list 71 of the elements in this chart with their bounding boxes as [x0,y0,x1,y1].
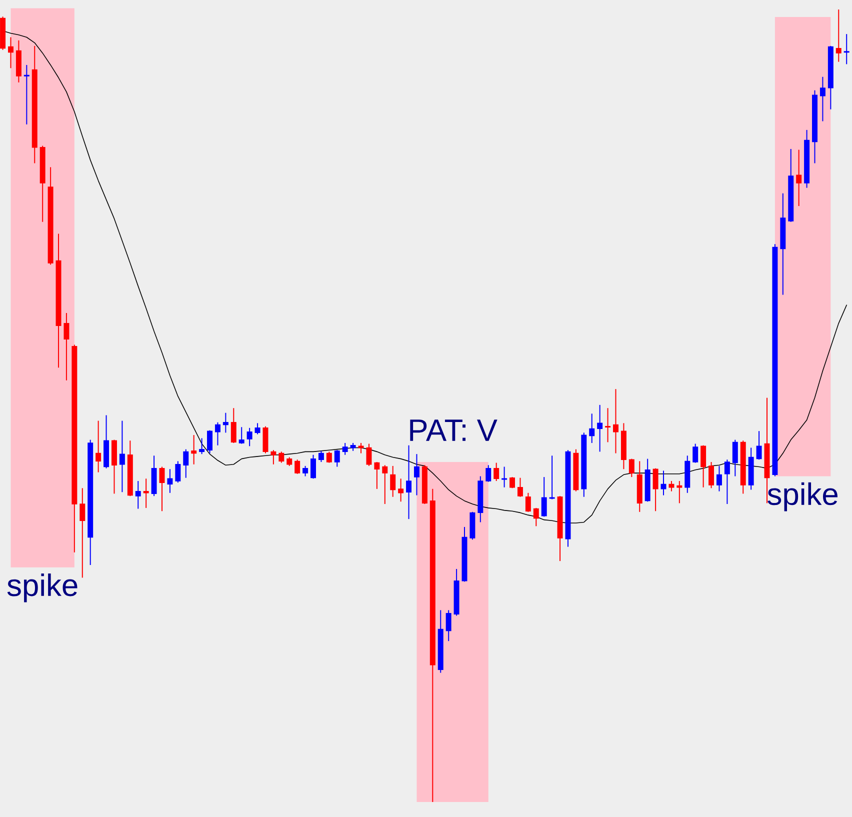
candlestick [175,460,181,484]
candlestick [820,76,826,122]
candlestick [254,422,260,435]
candlestick [366,443,372,466]
candlestick [270,450,276,465]
candlestick [143,478,149,508]
candlestick [597,404,603,452]
candlestick [167,468,173,494]
candlestick [613,388,618,454]
candlestick [207,430,212,454]
candlestick [310,454,316,480]
candlestick [199,438,205,455]
candlestick [318,450,324,462]
candlestick [302,465,308,477]
candlestick [668,480,674,492]
candlestick [246,427,252,447]
candlestick [159,466,165,512]
candlestick [374,461,380,490]
candlestick [708,461,714,489]
candlestick [119,420,125,493]
candlestick [510,476,515,489]
candlestick [660,470,666,496]
annotation: spike [768,482,838,512]
candlestick [589,413,595,444]
candlestick [549,455,555,500]
candlestick [676,480,682,504]
candlestick [533,507,539,527]
candlestick [502,466,508,488]
annotation: PAT: V [410,420,498,441]
candlestick [796,149,802,207]
candlestick [238,426,244,444]
candlestick [398,478,404,502]
candlestick [24,64,30,125]
candlestick [294,459,300,474]
candlestick [80,488,86,578]
candlestick [836,9,842,62]
candlestick [541,476,547,518]
candlestick [278,451,284,464]
candlestick [183,448,189,478]
candlestick [628,458,634,478]
candlestick [230,408,236,444]
annotation: spike [7,574,78,602]
candlestick [342,442,348,456]
candlestick [756,430,762,460]
candlestick [135,480,141,510]
candlestick [390,465,396,498]
candlestick [732,439,738,477]
candlestick [716,465,722,492]
candlestick [494,462,500,482]
candlestick [222,412,228,434]
candlestick [406,444,412,520]
candlestick [214,422,220,446]
candlestick [414,454,420,496]
candlestick [692,443,698,464]
candlestick [446,610,452,642]
candlestick [517,477,523,498]
candlestick [652,468,658,512]
candlestick [700,444,706,488]
candlestick [64,312,70,381]
candlestick [486,464,492,482]
candlestick [8,36,14,69]
candlestick [605,408,611,443]
candlestick [382,464,388,504]
candlestick [262,426,268,454]
candlestick [844,34,850,65]
candlestick [191,434,197,465]
candlestick [96,420,102,473]
candlestick [334,450,340,468]
candlestick [525,492,531,512]
candlestick [724,459,730,504]
candlestick [326,451,332,464]
